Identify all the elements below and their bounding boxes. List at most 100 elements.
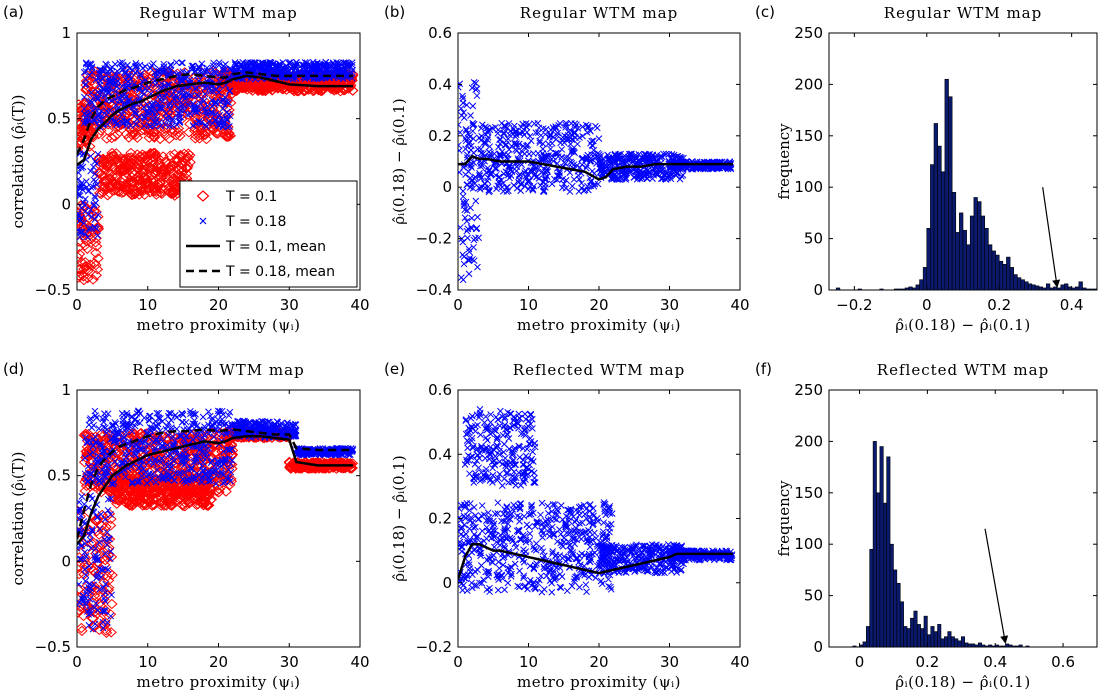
histogram-bar (969, 215, 975, 290)
legend-label: T = 0.18, mean (225, 264, 335, 280)
marker-x (604, 151, 611, 159)
marker-x (225, 111, 232, 118)
marker-x (473, 92, 481, 100)
marker-diamond (140, 177, 153, 189)
histogram-bar (966, 244, 971, 290)
marker-diamond (77, 242, 85, 253)
marker-diamond (90, 259, 102, 271)
marker-x (122, 93, 130, 101)
marker-diamond (111, 180, 124, 191)
marker-x (470, 243, 477, 251)
marker-x (216, 118, 223, 126)
marker-x (189, 62, 197, 70)
marker-x (513, 140, 520, 147)
marker-diamond (319, 459, 332, 471)
marker-diamond (93, 570, 106, 581)
marker-diamond (123, 500, 136, 511)
marker-x (106, 77, 114, 85)
marker-x (103, 111, 110, 119)
marker-x (77, 233, 84, 241)
marker-x (313, 59, 321, 67)
marker-diamond (113, 186, 126, 198)
marker-x (196, 65, 203, 72)
marker-x (209, 110, 217, 117)
marker-diamond (80, 84, 92, 95)
marker-diamond (77, 552, 86, 563)
marker-x (91, 192, 99, 200)
marker-x (560, 139, 568, 147)
marker-diamond (170, 488, 183, 500)
histogram-bar (991, 250, 996, 290)
marker-x (579, 132, 586, 140)
marker-x (80, 105, 88, 113)
marker-x (599, 157, 606, 165)
marker-x (590, 146, 598, 154)
marker-diamond (163, 133, 176, 144)
marker-x (169, 115, 176, 123)
marker-diamond (110, 164, 122, 176)
marker-diamond (89, 237, 102, 248)
marker-x (91, 194, 99, 202)
marker-x (209, 62, 217, 70)
chart-panel-3: (c) Regular WTM map−0.2 0 0.2 0.405010015020… (755, 3, 1098, 334)
marker-diamond (136, 181, 148, 193)
histogram-bar (1074, 286, 1080, 290)
marker-diamond (164, 187, 177, 199)
marker-diamond (135, 151, 147, 162)
marker-x (215, 59, 223, 66)
marker-x (482, 131, 489, 138)
marker-diamond (172, 126, 185, 138)
marker-x (458, 168, 463, 176)
marker-diamond (124, 164, 136, 175)
histogram-bar (1078, 281, 1083, 290)
marker-x (595, 135, 603, 142)
marker-diamond (106, 147, 118, 159)
marker-diamond (165, 175, 178, 187)
marker-diamond (159, 166, 172, 178)
marker-diamond (221, 130, 234, 142)
marker-x (248, 61, 256, 68)
marker-x (512, 131, 520, 138)
y-tick-label: 0 (813, 281, 823, 299)
y-tick-label: 0.2 (428, 127, 452, 145)
histogram-bar (1085, 288, 1091, 290)
marker-diamond (78, 274, 90, 286)
histogram-bar (937, 145, 942, 290)
histogram-bar (998, 260, 1004, 290)
marker-x (88, 68, 96, 76)
marker-x (88, 104, 95, 112)
marker-diamond (157, 165, 169, 176)
marker-diamond (90, 247, 102, 259)
marker-x (628, 159, 635, 167)
marker-x (205, 118, 213, 125)
marker-x (470, 149, 477, 157)
marker-diamond (179, 157, 191, 168)
marker-diamond (202, 427, 215, 439)
marker-diamond (180, 481, 192, 492)
marker-x (477, 162, 484, 170)
marker-diamond (148, 499, 161, 510)
marker-diamond (147, 147, 160, 159)
mean-line (77, 74, 353, 166)
marker-x (292, 61, 299, 69)
marker-diamond (78, 552, 91, 563)
marker-x (289, 75, 297, 83)
marker-x (543, 173, 551, 180)
histogram-bar (1060, 284, 1065, 290)
marker-diamond (197, 499, 210, 511)
marker-x (132, 60, 140, 67)
marker-x (303, 62, 311, 70)
marker-x (511, 122, 518, 130)
marker-x (284, 68, 291, 76)
marker-diamond (138, 189, 151, 200)
marker-diamond (220, 486, 232, 497)
marker-diamond (140, 153, 152, 165)
marker-x (621, 157, 629, 165)
marker-diamond (324, 457, 337, 468)
legend-box (179, 180, 358, 288)
marker-x (285, 59, 293, 67)
marker-x (464, 130, 472, 137)
marker-x (556, 120, 564, 127)
